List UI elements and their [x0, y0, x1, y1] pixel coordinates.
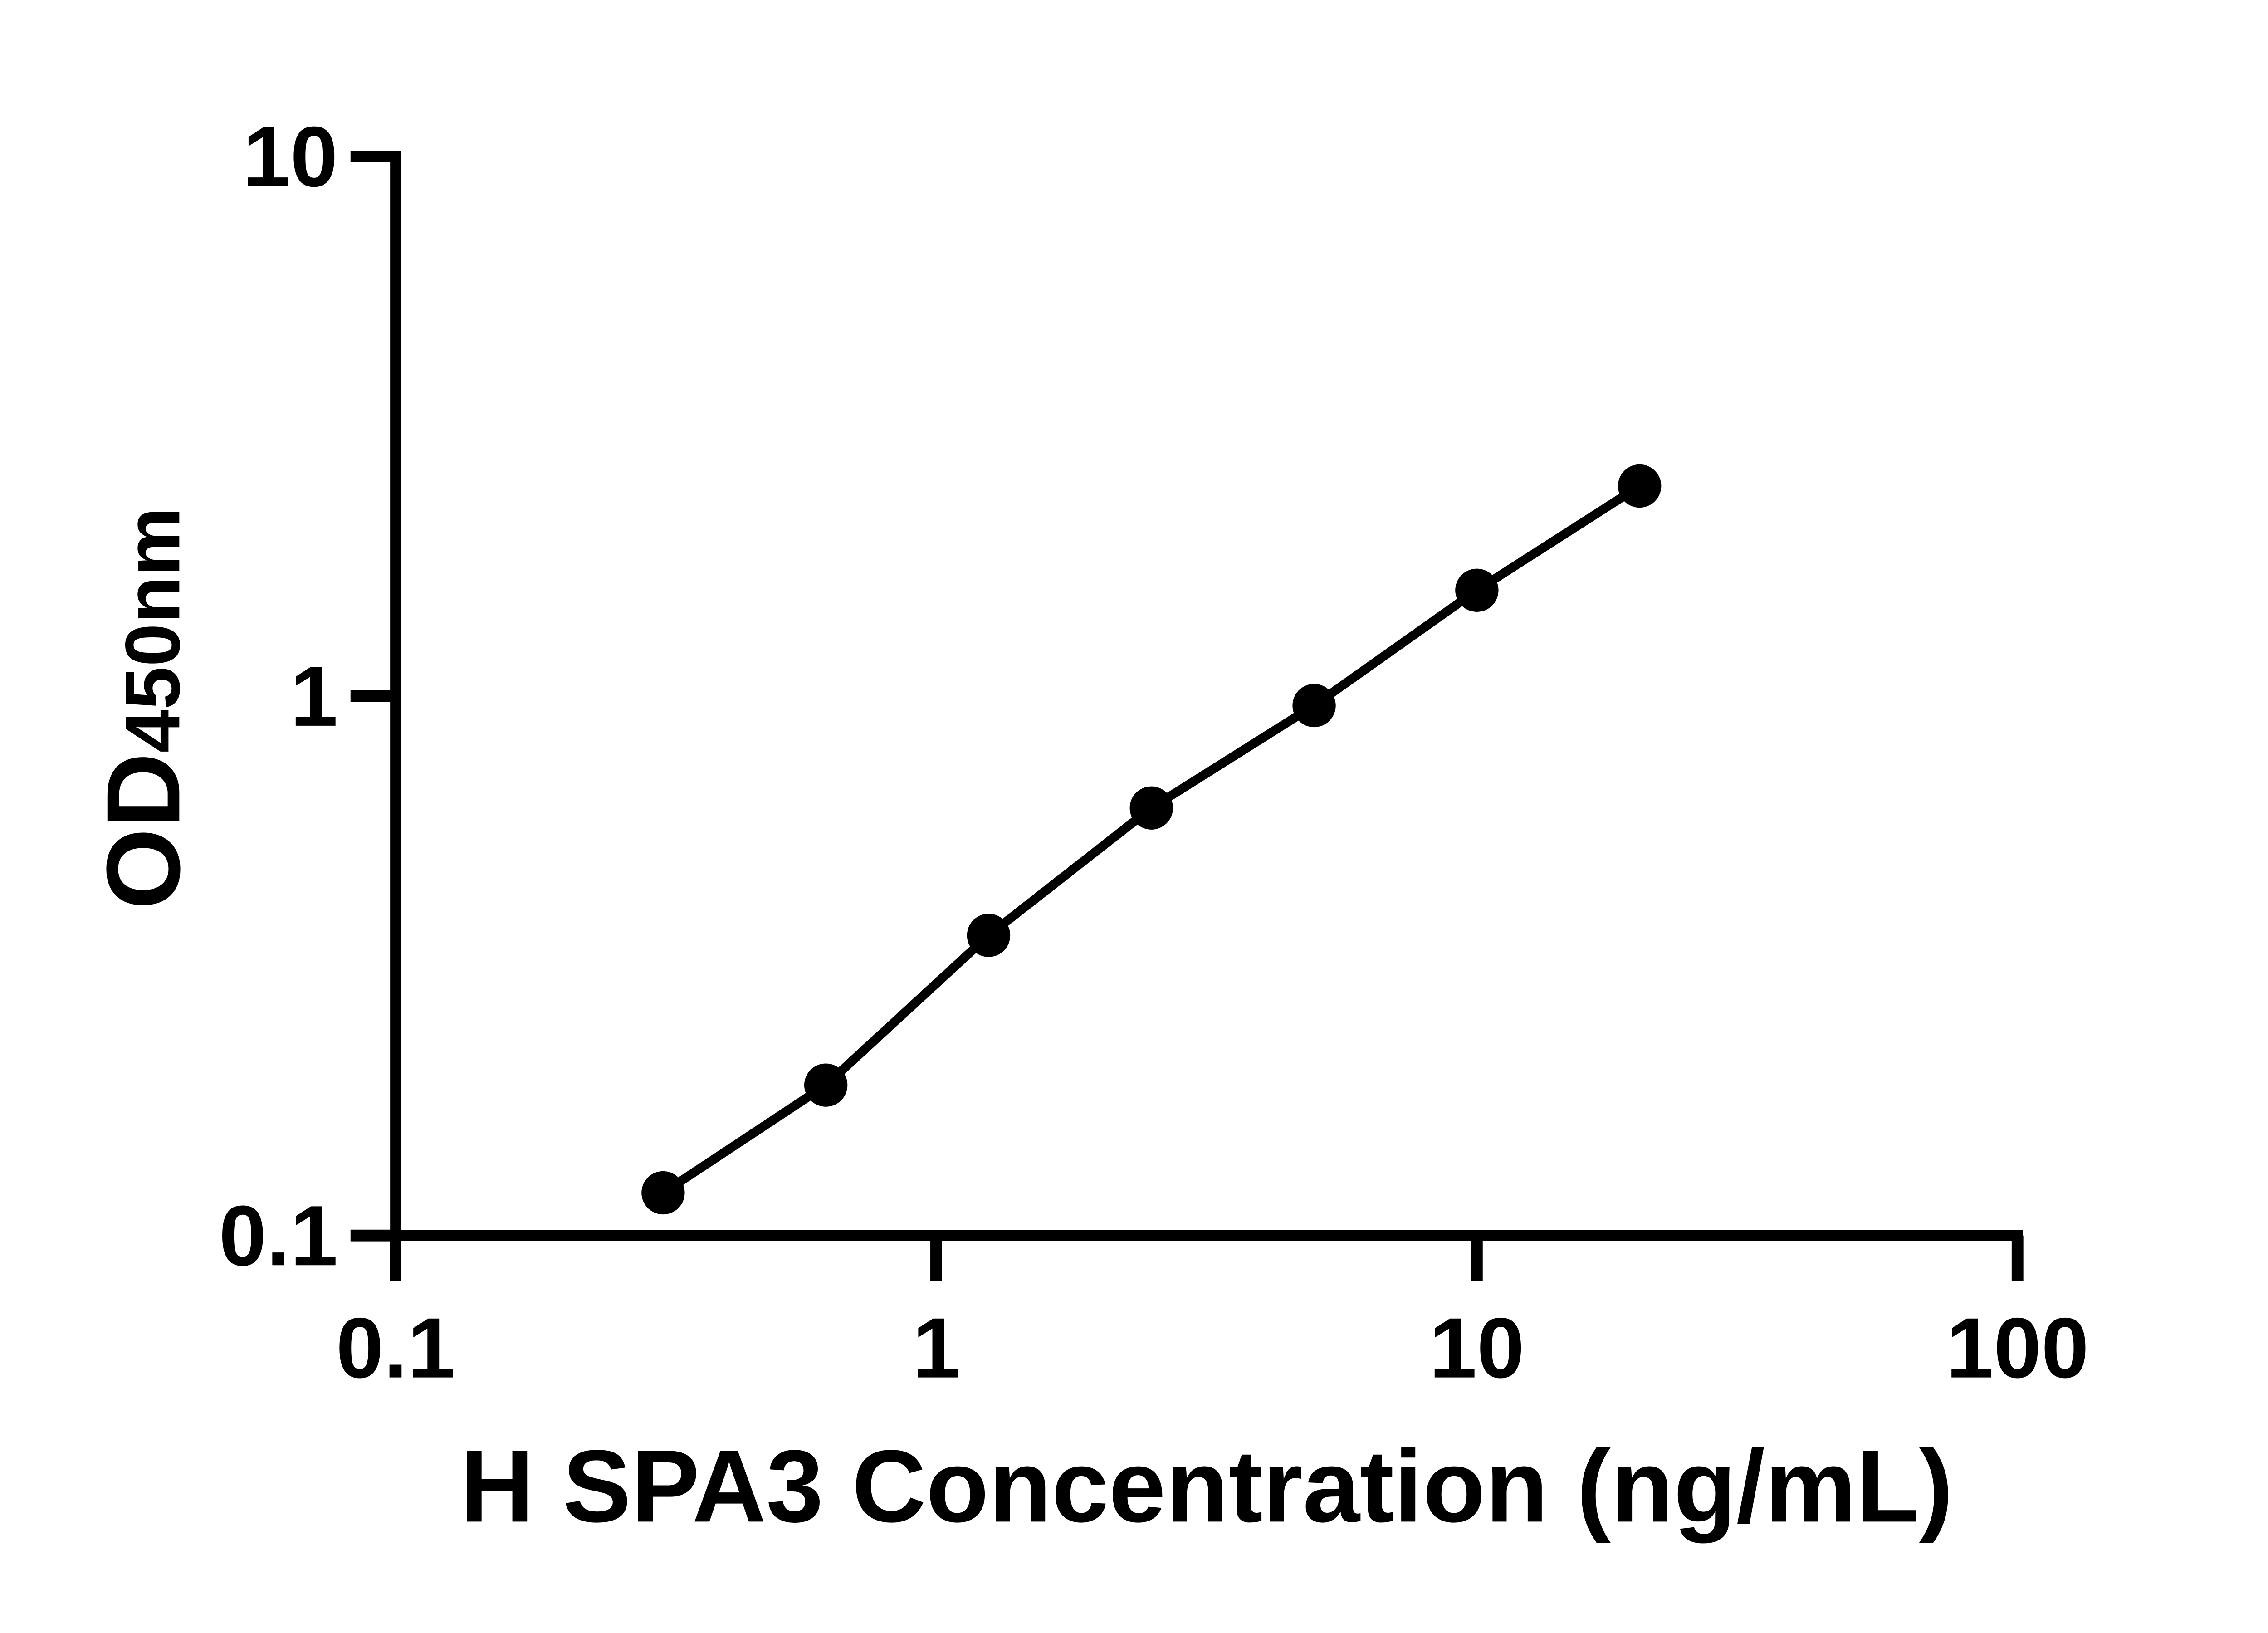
data-point-marker: [1129, 786, 1173, 830]
y-axis-title-main: OD: [84, 753, 201, 909]
data-point-marker: [641, 1171, 685, 1215]
y-axis-title-subscript: 450nm: [109, 507, 196, 753]
y-axis-title: OD450nm: [84, 507, 201, 909]
data-point-marker: [1292, 684, 1336, 728]
data-point-marker: [967, 914, 1011, 957]
data-point-marker: [1618, 464, 1662, 508]
y-tick-label: 10: [243, 108, 338, 204]
x-axis-title: H SPA3 Concentration (ng/mL): [460, 1428, 1953, 1543]
x-tick-label: 0.1: [336, 1300, 455, 1396]
y-tick-label: 0.1: [219, 1188, 338, 1283]
x-tick-label: 1: [912, 1300, 960, 1396]
tick-marks: [350, 150, 2024, 1281]
y-tick-label: 1: [290, 648, 338, 744]
tick-labels: 0.1 1 10 0.1 1 10 100: [219, 108, 2089, 1395]
x-tick-label: 100: [1946, 1300, 2089, 1396]
x-tick-label: 10: [1429, 1300, 1525, 1396]
data-point-marker: [804, 1063, 848, 1107]
data-point-marker: [1455, 568, 1499, 612]
plot-area: [641, 464, 1662, 1215]
